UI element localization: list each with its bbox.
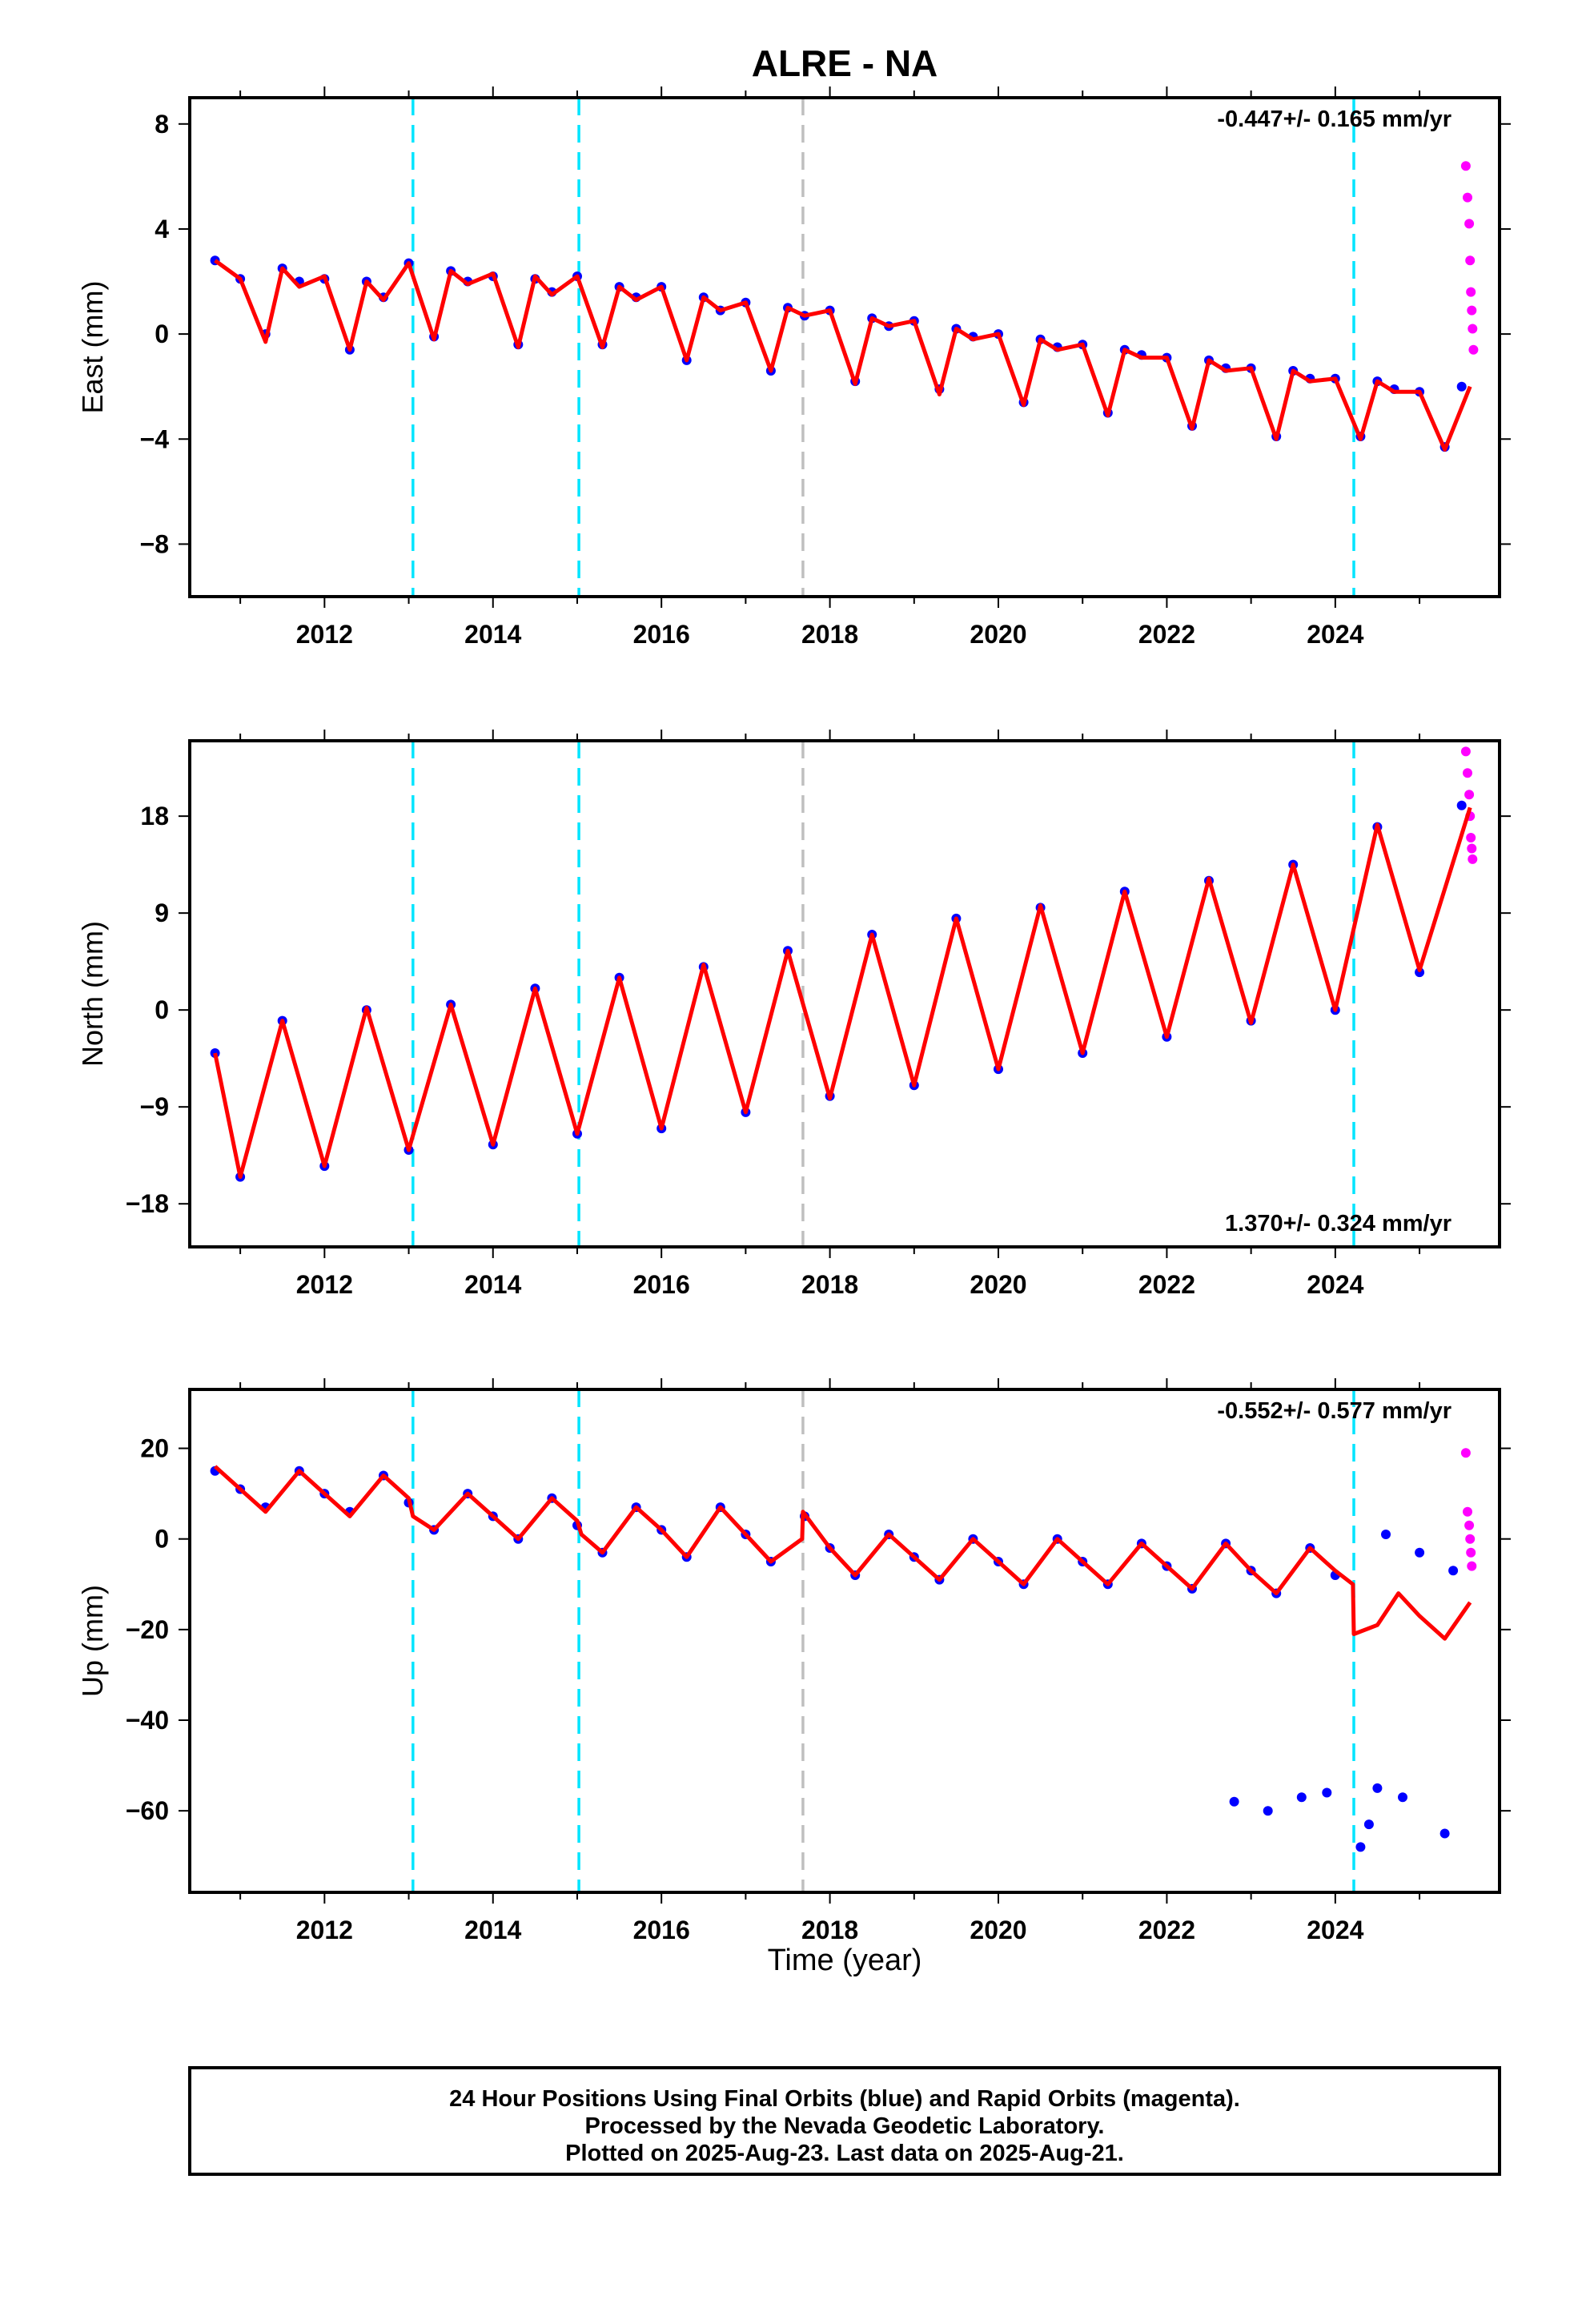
up-final-orbits-point [1355, 1842, 1366, 1852]
up-final-orbits-point [1415, 1547, 1425, 1558]
up-rapid-orbits-point [1463, 1506, 1472, 1517]
north-x-tick-label: 2022 [1138, 1270, 1195, 1299]
up-plot-area [210, 1448, 1477, 1852]
east-panel: 2012 2014 2016 2018 2020 2022 2024 −8 −4 0 4 8 East … [76, 86, 1511, 649]
east-y-axis-label: East (mm) [76, 281, 109, 414]
footer-box: 24 Hour Positions Using Final Orbits (bl… [188, 2066, 1501, 2176]
east-frame [188, 96, 1501, 598]
north-x-tick-label: 2016 [633, 1270, 690, 1299]
north-y-tick-label: 18 [140, 802, 169, 830]
figure-title: ALRE - NA [752, 42, 938, 84]
north-y-tick-label: 9 [155, 899, 169, 927]
east-y-tick-label: −4 [140, 424, 170, 453]
east-rapid-orbits-point [1467, 305, 1477, 316]
north-rate-label: 1.370+/- 0.324 mm/yr [1225, 1211, 1452, 1236]
north-y-tick-label: −18 [126, 1189, 169, 1218]
east-x-tick-label: 2022 [1138, 620, 1195, 649]
east-y-tick-label: 4 [155, 215, 169, 243]
east-rapid-orbits-point [1464, 219, 1475, 229]
east-y-tick-label: 0 [155, 320, 169, 348]
north-final-orbits-point [1456, 800, 1467, 810]
north-x-tick-label: 2014 [464, 1270, 521, 1299]
up-y-tick-label: −40 [126, 1706, 169, 1735]
east-x-tick-label: 2014 [464, 620, 521, 649]
up-y-tick-label: −20 [126, 1615, 169, 1644]
north-rapid-orbits-point [1463, 768, 1472, 778]
east-rapid-orbits-point [1465, 255, 1476, 266]
north-y-tick-label: 0 [155, 995, 169, 1024]
up-final-orbits-point [1363, 1819, 1374, 1830]
east-rapid-orbits-point [1466, 287, 1476, 297]
up-x-tick-label: 2024 [1307, 1916, 1363, 1944]
up-rapid-orbits-point [1466, 1547, 1476, 1558]
up-final-orbits-point [1381, 1530, 1391, 1539]
up-x-tick-label: 2020 [970, 1916, 1026, 1944]
east-y-tick-label: 8 [155, 110, 169, 139]
east-rapid-orbits-point [1463, 192, 1472, 203]
x-axis-label: Time (year) [768, 1944, 922, 1977]
east-plot-area [210, 161, 1479, 452]
north-rapid-orbits-point [1464, 790, 1475, 800]
east-x-tick-label: 2018 [801, 620, 858, 649]
up-final-orbits-point [1322, 1787, 1332, 1798]
up-x-tick-label: 2014 [464, 1916, 521, 1944]
up-y-tick-label: 0 [155, 1525, 169, 1554]
north-rapid-orbits-point [1467, 843, 1477, 854]
up-panel: 2012 2014 2016 2018 2020 2022 2024 −60 −40 −20 0 20… [76, 1378, 1511, 1944]
up-y-tick-label: −60 [126, 1796, 169, 1825]
east-rapid-orbits-point [1460, 161, 1471, 171]
north-x-tick-label: 2018 [801, 1270, 858, 1299]
east-y-tick-label: −8 [140, 529, 169, 558]
up-x-tick-label: 2012 [296, 1916, 353, 1944]
up-model-fit-line [213, 1465, 1472, 1641]
north-y-tick-label: −9 [140, 1092, 169, 1121]
up-final-orbits-point [1296, 1792, 1307, 1803]
east-model-fit-line [214, 259, 1472, 452]
east-rate-label: -0.447+/- 0.165 mm/yr [1217, 107, 1452, 132]
up-rapid-orbits-point [1460, 1448, 1471, 1458]
up-x-tick-label: 2018 [801, 1916, 858, 1944]
east-x-tick-label: 2016 [633, 620, 690, 649]
footer-line-2: Processed by the Nevada Geodetic Laborat… [585, 2113, 1105, 2139]
up-rate-label: -0.552+/- 0.577 mm/yr [1217, 1398, 1452, 1424]
up-y-tick-label: 20 [140, 1434, 169, 1463]
up-final-orbits-point [1398, 1792, 1407, 1803]
up-final-orbits-point [1372, 1783, 1383, 1793]
up-final-orbits-point [1263, 1806, 1273, 1816]
north-x-tick-label: 2024 [1307, 1270, 1363, 1299]
up-final-orbits-point [1229, 1796, 1239, 1807]
up-final-orbits-point [1448, 1566, 1459, 1576]
north-x-tick-label: 2012 [296, 1270, 353, 1299]
north-rapid-orbits-point [1460, 746, 1471, 757]
up-x-tick-label: 2016 [633, 1916, 690, 1944]
up-x-tick-label: 2022 [1138, 1916, 1195, 1944]
east-x-tick-label: 2024 [1307, 620, 1363, 649]
east-final-orbits-point [1456, 381, 1467, 392]
up-final-orbits-point [1439, 1828, 1450, 1839]
north-panel: 2012 2014 2016 2018 2020 2022 2024 −18 −9 0 9 18 Nor… [76, 730, 1511, 1299]
north-rapid-orbits-point [1466, 833, 1476, 842]
east-rapid-orbits-point [1468, 344, 1479, 355]
north-model-fit-line [213, 806, 1472, 1180]
footer-line-1: 24 Hour Positions Using Final Orbits (bl… [449, 2086, 1240, 2112]
north-final-orbits-point [1415, 967, 1425, 978]
north-frame [188, 739, 1501, 1248]
north-plot-area [210, 746, 1478, 1182]
east-x-tick-label: 2020 [970, 620, 1026, 649]
up-rapid-orbits-point [1465, 1534, 1476, 1544]
north-rapid-orbits-point [1468, 854, 1478, 864]
east-x-tick-label: 2012 [296, 620, 353, 649]
up-frame [188, 1388, 1501, 1894]
up-rapid-orbits-point [1467, 1561, 1477, 1571]
up-y-axis-label: Up (mm) [76, 1585, 109, 1697]
up-rapid-orbits-point [1464, 1520, 1475, 1530]
north-y-axis-label: North (mm) [76, 921, 109, 1067]
footer-line-3: Plotted on 2025-Aug-23. Last data on 202… [565, 2141, 1124, 2166]
east-rapid-orbits-point [1468, 324, 1478, 334]
north-x-tick-label: 2020 [970, 1270, 1026, 1299]
